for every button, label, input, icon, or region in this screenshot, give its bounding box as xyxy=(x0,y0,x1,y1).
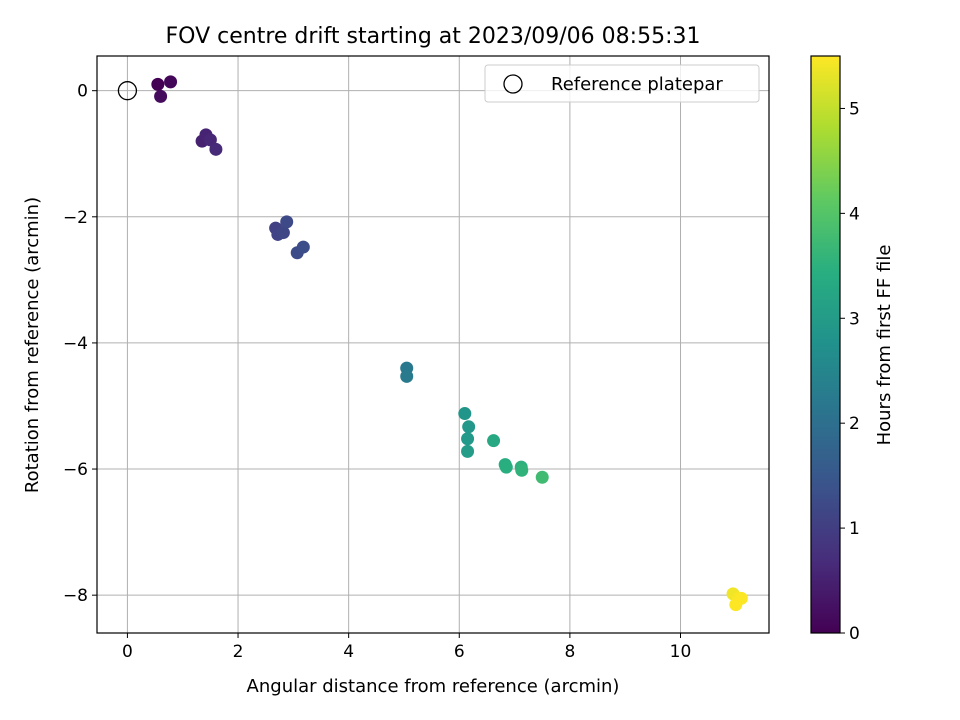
x-axis-ticks: 0 2 4 6 8 10 xyxy=(122,633,691,662)
legend: Reference platepar xyxy=(484,64,760,103)
data-point xyxy=(462,420,476,434)
colorbar-tick-label: 0 xyxy=(849,624,860,644)
data-point xyxy=(499,460,513,474)
data-point xyxy=(461,432,475,446)
legend-entry-reference: Reference platepar xyxy=(551,74,723,95)
y-tick-label: −8 xyxy=(63,586,88,606)
data-point xyxy=(280,215,294,229)
data-point xyxy=(164,75,178,89)
y-axis-label: Rotation from reference (arcmin) xyxy=(22,197,43,493)
data-point xyxy=(154,89,168,103)
plot-frame xyxy=(96,55,770,634)
legend-box xyxy=(484,64,760,103)
colorbar: 0 1 2 3 4 5 Hours from first FF file xyxy=(810,55,895,644)
data-point xyxy=(209,142,223,156)
data-point xyxy=(296,240,310,254)
reference-marker xyxy=(117,81,138,101)
colorbar-gradient xyxy=(810,55,841,634)
colorbar-label: Hours from first FF file xyxy=(874,245,895,446)
colorbar-tick-label: 4 xyxy=(849,204,860,224)
legend-marker-reference xyxy=(503,74,523,94)
colorbar-tick-label: 3 xyxy=(849,309,860,329)
data-points xyxy=(151,75,748,612)
data-point xyxy=(276,226,290,240)
y-tick-label: −4 xyxy=(63,334,88,354)
y-tick-label: −2 xyxy=(63,208,88,228)
data-point xyxy=(515,463,529,477)
colorbar-tick-label: 5 xyxy=(849,99,860,119)
y-tick-label: 0 xyxy=(77,82,88,102)
colorbar-tick-label: 2 xyxy=(849,414,860,434)
colorbar-tick-label: 1 xyxy=(849,519,860,539)
y-axis-ticks: 0 −2 −4 −6 −8 xyxy=(63,82,97,606)
x-tick-label: 10 xyxy=(670,642,692,662)
data-point xyxy=(487,434,501,448)
colorbar-ticks: 0 1 2 3 4 5 xyxy=(840,99,860,644)
x-tick-label: 0 xyxy=(122,642,133,662)
x-tick-label: 4 xyxy=(343,642,354,662)
grid-lines xyxy=(97,56,769,633)
data-point xyxy=(203,133,217,147)
x-tick-label: 8 xyxy=(564,642,575,662)
data-point xyxy=(151,77,165,91)
x-tick-label: 6 xyxy=(454,642,465,662)
data-point xyxy=(461,444,475,458)
data-point xyxy=(535,470,549,484)
x-axis-label: Angular distance from reference (arcmin) xyxy=(247,676,620,697)
data-point xyxy=(458,407,472,421)
data-point xyxy=(400,369,414,383)
data-point xyxy=(729,598,743,612)
chart-title: FOV centre drift starting at 2023/09/06 … xyxy=(166,24,701,49)
y-tick-label: −6 xyxy=(63,460,88,480)
x-tick-label: 2 xyxy=(233,642,244,662)
